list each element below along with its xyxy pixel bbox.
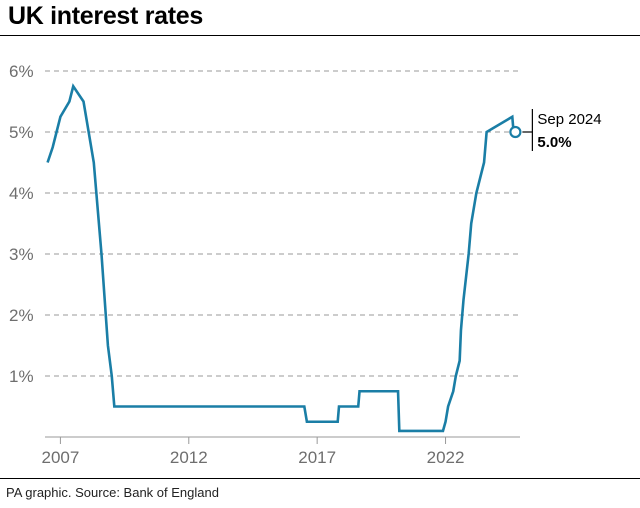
x-tick-label: 2012 — [170, 448, 208, 467]
x-tick-label: 2007 — [41, 448, 79, 467]
y-tick-label: 2% — [9, 306, 34, 325]
x-axis-ticks: 2007 2012 2017 2022 — [41, 437, 464, 467]
title-divider — [0, 35, 640, 36]
footer-divider — [0, 478, 640, 479]
gridlines — [45, 70, 520, 377]
interest-rate-chart: 1% 2% 3% 4% 5% 6% 2007 2012 2017 2022 Sep 2024 5… — [9, 62, 602, 467]
y-tick-label: 3% — [9, 245, 34, 264]
series-line-bank-rate — [46, 83, 516, 433]
source-note: PA graphic. Source: Bank of England — [6, 485, 219, 500]
latest-point-marker — [509, 125, 522, 139]
y-tick-label: 6% — [9, 62, 34, 81]
y-axis-ticks: 1% 2% 3% 4% 5% 6% — [9, 62, 34, 386]
x-tick-label: 2022 — [427, 448, 465, 467]
y-tick-label: 1% — [9, 367, 34, 386]
annotation-date: Sep 2024 — [537, 111, 601, 128]
x-tick-label: 2017 — [298, 448, 336, 467]
annotation-value: 5.0% — [537, 134, 571, 151]
y-tick-label: 5% — [9, 123, 34, 142]
y-tick-label: 4% — [9, 184, 34, 203]
chart-title: UK interest rates — [8, 2, 203, 30]
